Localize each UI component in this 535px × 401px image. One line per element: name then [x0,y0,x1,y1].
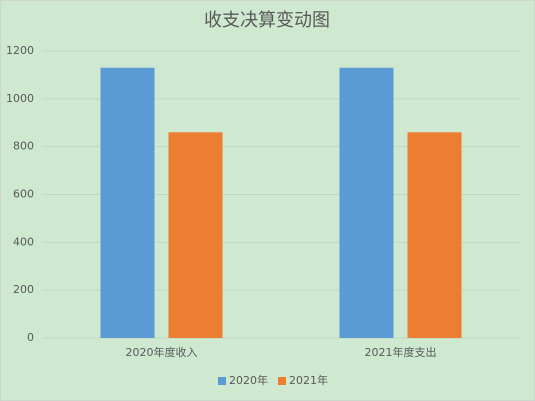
bar [339,67,394,338]
y-tick-label: 0 [27,331,34,344]
y-tick-label: 600 [13,188,34,201]
y-tick-label: 200 [13,283,34,296]
x-tick-label: 2020年度收入 [126,345,198,359]
y-tick-label: 1200 [6,44,34,57]
legend-swatch [218,377,226,385]
legend-label: 2020年 [229,373,268,387]
bar [100,67,155,338]
y-tick-label: 400 [13,235,34,248]
x-tick-label: 2021年度支出 [365,345,437,359]
bar [168,132,223,338]
y-tick-label: 1000 [6,92,34,105]
legend-swatch [278,377,286,385]
legend-label: 2021年 [289,373,328,387]
bar [407,132,462,338]
y-tick-label: 800 [13,140,34,153]
chart-title: 收支决算变动图 [204,10,330,31]
